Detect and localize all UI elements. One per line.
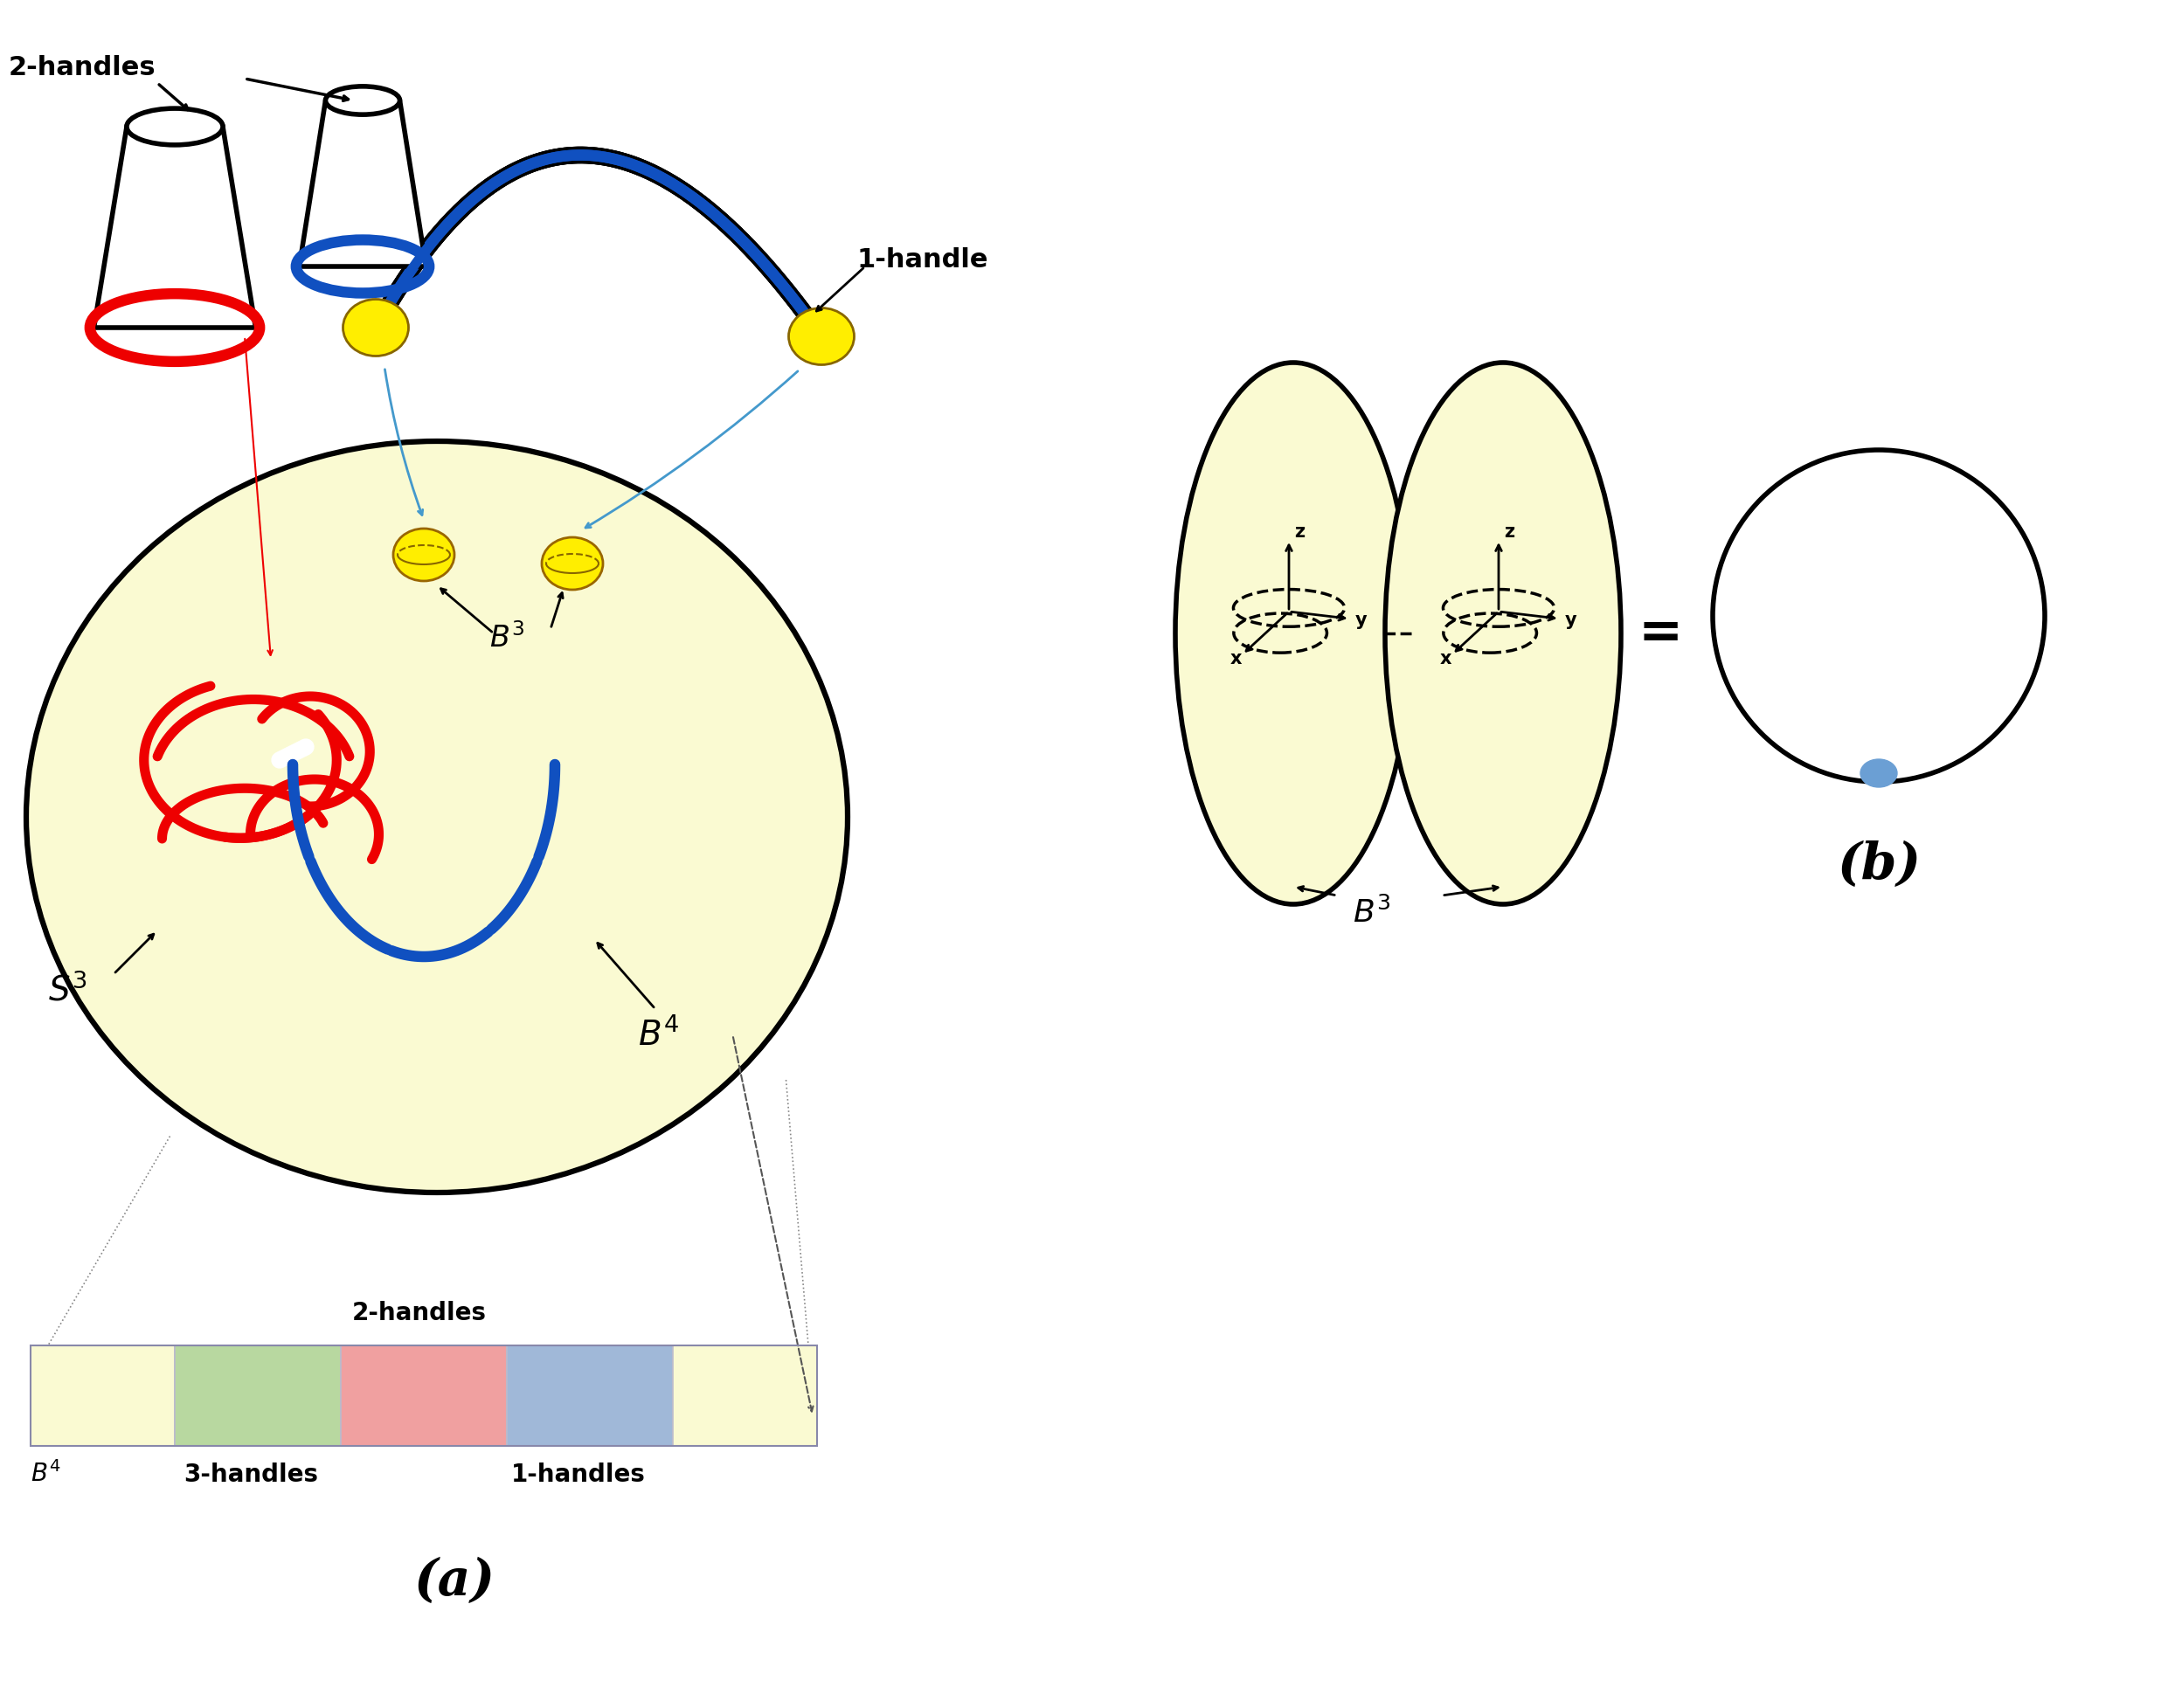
FancyBboxPatch shape: [30, 1346, 176, 1447]
FancyBboxPatch shape: [507, 1346, 672, 1447]
Text: 2-handles: 2-handles: [351, 1300, 488, 1325]
Ellipse shape: [1860, 760, 1897, 787]
Text: $S^3$: $S^3$: [48, 974, 87, 1008]
Text: (a): (a): [414, 1556, 494, 1606]
Text: z: z: [1294, 523, 1305, 540]
Text: 1-handle: 1-handle: [856, 248, 989, 273]
Ellipse shape: [126, 109, 223, 145]
Ellipse shape: [392, 529, 455, 581]
FancyBboxPatch shape: [176, 1346, 340, 1447]
Text: y: y: [1565, 611, 1576, 629]
Ellipse shape: [789, 309, 854, 366]
Text: 2-handles: 2-handles: [9, 55, 156, 80]
Text: z: z: [1505, 523, 1515, 540]
Text: x: x: [1440, 649, 1453, 668]
Ellipse shape: [542, 538, 603, 591]
Text: $B^3$: $B^3$: [490, 623, 525, 652]
Polygon shape: [93, 128, 256, 328]
Ellipse shape: [1175, 364, 1411, 905]
Circle shape: [1713, 451, 2044, 782]
Text: (b): (b): [1836, 840, 1921, 890]
FancyBboxPatch shape: [672, 1346, 817, 1447]
Ellipse shape: [343, 301, 408, 357]
FancyBboxPatch shape: [340, 1346, 507, 1447]
Ellipse shape: [1385, 364, 1622, 905]
Text: x: x: [1229, 649, 1242, 668]
Text: 3-handles: 3-handles: [184, 1462, 319, 1486]
Text: $B^4$: $B^4$: [637, 1018, 679, 1052]
Text: 1-handles: 1-handles: [512, 1462, 646, 1486]
Text: y: y: [1355, 611, 1366, 629]
Text: =: =: [1637, 608, 1682, 659]
Text: $B^3$: $B^3$: [1353, 897, 1392, 927]
Text: $B^4$: $B^4$: [30, 1460, 61, 1486]
Ellipse shape: [325, 87, 399, 116]
Ellipse shape: [26, 442, 848, 1192]
Polygon shape: [299, 101, 425, 266]
